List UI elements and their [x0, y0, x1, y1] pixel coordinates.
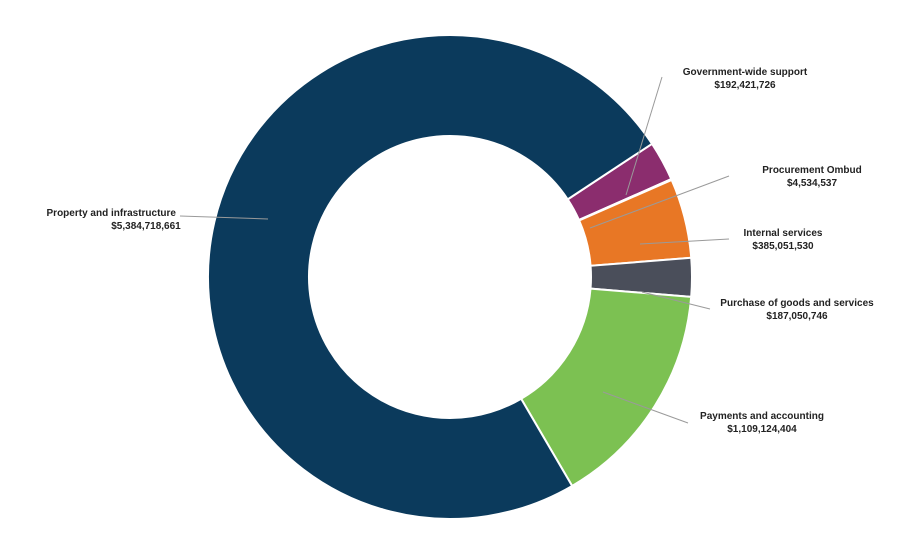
label-name-property-and-infrastructure: Property and infrastructure — [47, 208, 177, 219]
label-name-procurement-ombud: Procurement Ombud — [762, 165, 861, 176]
label-value-government-wide-support: $192,421,726 — [714, 80, 776, 91]
leader-line-property-and-infrastructure — [179, 215, 269, 220]
label-name-purchase-of-goods-and-services: Purchase of goods and services — [720, 298, 874, 309]
leader-line-purchase-of-goods-and-services — [641, 291, 711, 310]
leader-line-payments-and-accounting — [602, 391, 689, 424]
label-name-government-wide-support: Government-wide support — [683, 67, 808, 78]
leader-line-procurement-ombud — [589, 175, 730, 229]
slice-property-and-infrastructure — [207, 34, 654, 520]
label-value-internal-services: $385,051,530 — [752, 241, 814, 252]
label-value-purchase-of-goods-and-services: $187,050,746 — [766, 311, 828, 322]
label-value-payments-and-accounting: $1,109,124,404 — [727, 424, 797, 435]
label-name-internal-services: Internal services — [744, 228, 823, 239]
data-labels: Property and infrastructure $5,384,718,66… — [47, 67, 875, 435]
leader-lines — [179, 76, 730, 424]
leader-line-government-wide-support — [625, 76, 663, 196]
leader-line-internal-services — [639, 238, 730, 245]
label-value-procurement-ombud: $4,534,537 — [787, 178, 837, 189]
label-name-payments-and-accounting: Payments and accounting — [700, 411, 824, 422]
label-value-property-and-infrastructure: $5,384,718,661 — [111, 221, 181, 232]
donut-slices — [207, 34, 693, 520]
